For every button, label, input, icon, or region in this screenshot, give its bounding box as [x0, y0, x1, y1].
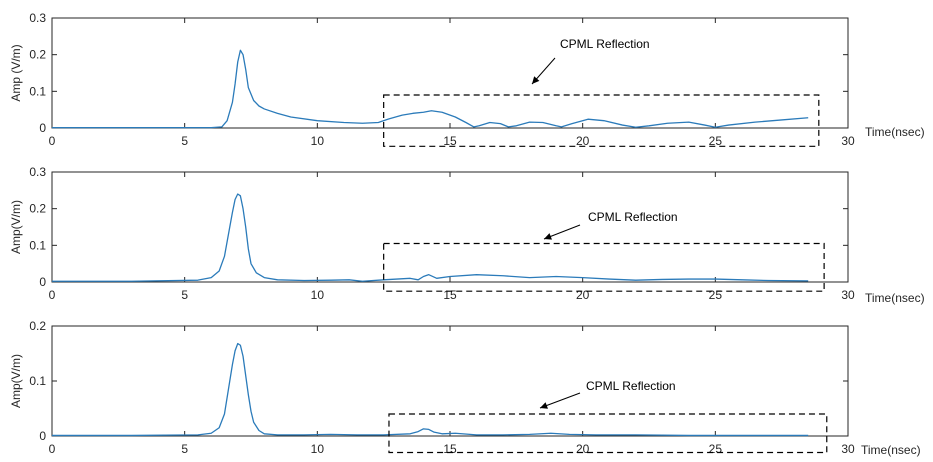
y-axis-label: Amp(V/m)	[9, 354, 23, 408]
x-tick-label: 10	[311, 288, 325, 302]
annotation-box	[383, 242, 825, 292]
x-axis-label: Time(nsec)	[865, 125, 925, 139]
x-tick-label: 20	[576, 134, 590, 148]
x-tick-label: 0	[49, 442, 56, 456]
x-tick-label: 25	[709, 288, 723, 302]
y-tick-label: 0	[39, 275, 46, 289]
y-tick-label: 0	[39, 121, 46, 135]
x-axis-label: Time(nsec)	[865, 291, 925, 305]
x-tick-label: 5	[181, 288, 188, 302]
x-tick-label: 5	[181, 442, 188, 456]
y-tick-label: 0.2	[29, 48, 46, 62]
x-tick-label: 15	[443, 134, 457, 148]
x-tick-label: 0	[49, 288, 56, 302]
annotation-arrow-head	[540, 402, 548, 409]
annotation-label: CPML Reflection	[588, 210, 678, 224]
y-tick-label: 0.2	[29, 319, 46, 333]
annotation-label: CPML Reflection	[560, 37, 650, 51]
x-tick-label: 20	[576, 442, 590, 456]
plot-frame	[51, 325, 849, 437]
x-tick-label: 10	[311, 134, 325, 148]
x-tick-label: 30	[841, 288, 855, 302]
y-axis-label: Amp (V/m)	[9, 44, 23, 101]
y-tick-label: 0.3	[29, 11, 46, 25]
y-tick-label: 0.2	[29, 202, 46, 216]
y-tick-label: 0.1	[29, 374, 46, 388]
x-tick-label: 15	[443, 442, 457, 456]
annotation-label: CPML Reflection	[586, 379, 676, 393]
series-line	[52, 342, 809, 437]
annotation-box	[388, 413, 828, 454]
x-tick-label: 25	[709, 134, 723, 148]
plot-frame	[51, 171, 849, 283]
x-tick-label: 15	[443, 288, 457, 302]
x-axis-label: Time(nsec)	[861, 443, 921, 457]
y-tick-label: 0.3	[29, 165, 46, 179]
x-tick-label: 30	[841, 134, 855, 148]
y-axis-label: Amp(V/m)	[9, 200, 23, 254]
x-tick-label: 5	[181, 134, 188, 148]
series-line	[52, 193, 809, 282]
x-tick-label: 10	[311, 442, 325, 456]
plot-frame	[51, 17, 849, 129]
series-line	[52, 49, 809, 129]
x-tick-label: 25	[709, 442, 723, 456]
annotation-arrow-head	[544, 233, 552, 240]
y-tick-label: 0.1	[29, 84, 46, 98]
subplot-2: 0 5 10 15 20 25 30 0 0.1 0.2 0.3 Amp(V/m) Time(nsec)…	[9, 165, 925, 305]
subplot-3: 0 5 10 15 20 25 30 0 0.1 0.2 Amp(V/m) Time(nsec) CPM…	[9, 319, 921, 457]
y-tick-label: 0	[39, 429, 46, 443]
x-tick-label: 20	[576, 288, 590, 302]
x-tick-label: 0	[49, 134, 56, 148]
annotation-box	[383, 94, 820, 147]
annotation-arrow-head	[532, 76, 540, 84]
y-tick-label: 0.1	[29, 238, 46, 252]
subplot-1: 0 5 10 15 20 25 30 0 0.1 0.2 0.3 Amp (V/m) Time(nsec…	[9, 11, 925, 148]
x-tick-label: 30	[841, 442, 855, 456]
